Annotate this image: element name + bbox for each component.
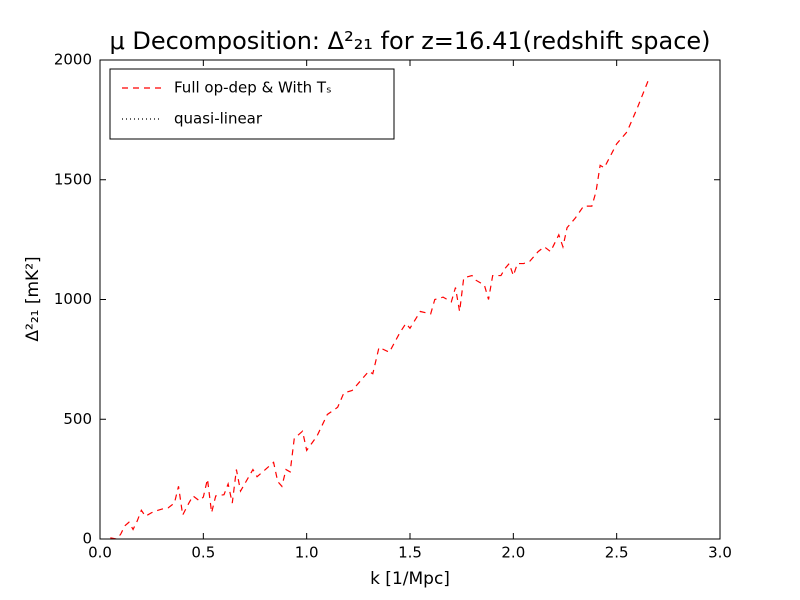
legend-label: Full op-dep & With Tₛ bbox=[174, 79, 332, 97]
data-line bbox=[110, 76, 651, 540]
x-tick-label: 0.0 bbox=[88, 544, 112, 562]
x-tick-label: 1.5 bbox=[398, 544, 422, 562]
legend-box bbox=[109, 68, 395, 140]
x-axis-label: k [1/Mpc] bbox=[370, 569, 450, 589]
x-tick-label: 1.0 bbox=[295, 544, 319, 562]
legend-label: quasi-linear bbox=[174, 110, 263, 128]
x-tick-label: 2.5 bbox=[605, 544, 629, 562]
y-tick-label: 1500 bbox=[54, 170, 92, 188]
y-tick-label: 1000 bbox=[54, 290, 92, 308]
x-tick-label: 0.5 bbox=[191, 544, 215, 562]
plot-frame bbox=[99, 59, 721, 540]
x-tick-label: 3.0 bbox=[708, 544, 732, 562]
y-tick-label: 0 bbox=[82, 530, 92, 548]
x-tick-label: 2.0 bbox=[501, 544, 525, 562]
y-tick-label: 2000 bbox=[54, 51, 92, 69]
y-axis-label: Δ²₂₁ [mK²] bbox=[23, 256, 43, 341]
y-tick-label: 500 bbox=[63, 410, 92, 428]
chart-title: μ Decomposition: Δ²₂₁ for z=16.41(redshi… bbox=[109, 27, 710, 55]
